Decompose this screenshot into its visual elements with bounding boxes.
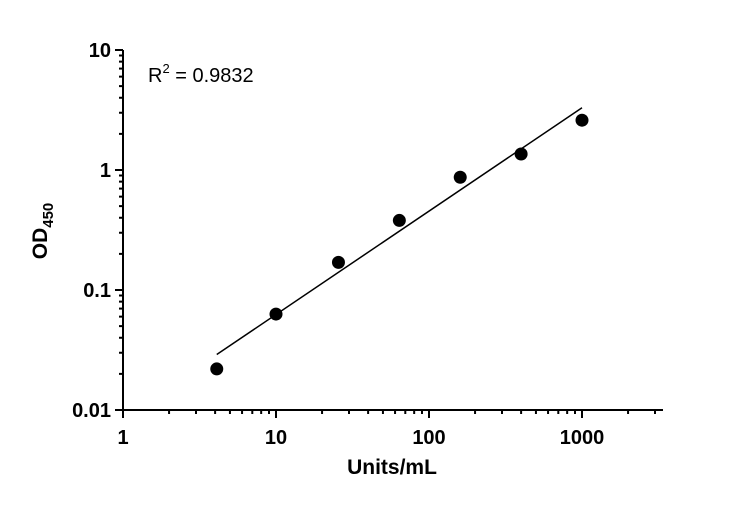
data-point	[331, 255, 345, 269]
data-point	[453, 170, 467, 184]
plot-area: 1 10 100 1000 0.01 0.1 1 10	[72, 40, 663, 449]
y-tick-label: 10	[89, 40, 111, 62]
y-tick-label: 0.01	[72, 400, 111, 422]
y-tick-label: 0.1	[83, 280, 111, 302]
r-squared-prefix: R	[148, 65, 162, 87]
data-point	[392, 213, 406, 227]
x-tick-label: 10	[265, 427, 287, 449]
y-axis-title: OD450	[29, 203, 57, 260]
x-tick-label: 1000	[560, 427, 605, 449]
data-point	[210, 362, 224, 376]
x-tick-label: 1	[117, 427, 128, 449]
x-axis-title: Units/mL	[347, 456, 437, 479]
r-squared-superscript: 2	[162, 61, 169, 76]
y-axis-title-main: OD	[29, 228, 52, 260]
y-tick-label: 1	[100, 160, 111, 182]
r-squared-value: = 0.9832	[170, 65, 254, 87]
y-axis-title-subscript: 450	[40, 203, 57, 228]
r-squared-annotation: R2 = 0.9832	[148, 61, 254, 87]
data-point	[514, 147, 528, 161]
x-tick-label: 100	[412, 427, 445, 449]
data-point	[269, 307, 283, 321]
data-point	[575, 113, 589, 127]
